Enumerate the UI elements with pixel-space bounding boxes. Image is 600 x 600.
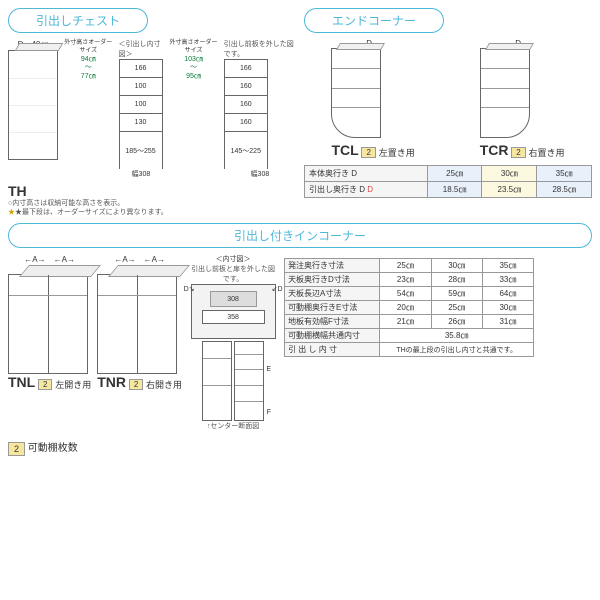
incorner-table: 発注奥行き寸法25㎝30㎝35㎝ 天板奥行きD寸法23㎝28㎝33㎝ 天板長辺A… xyxy=(284,258,534,357)
height-range-1: 外寸高さオーダーサイズ 94㎝〜 77㎝ xyxy=(62,39,115,81)
incorner-table-wrapper: 発注奥行き寸法25㎝30㎝35㎝ 天板奥行きD寸法23㎝28㎝33㎝ 天板長辺A… xyxy=(284,254,534,357)
tnr-diagram: ←A→ ←A→D↕ TNR 2 右開き用 xyxy=(97,254,182,391)
legend: 2 可動棚枚数 xyxy=(8,439,592,455)
tcr-diagram: D↔ TCR 2 右置き用 xyxy=(480,39,565,159)
chest-diagram: D↔40㎝ xyxy=(8,39,58,160)
shelf-badge: 2 xyxy=(8,442,25,456)
model-th: TH xyxy=(8,183,296,199)
section1-title: 引出しチェスト xyxy=(8,8,148,33)
interior-corner-diagram: ＜内寸図＞ 引出し前板と扉を外した図です。 308 358 D↘ ↙D E xyxy=(188,254,278,431)
shelf-badge: 2 xyxy=(511,147,525,158)
note-text: ○内寸高さは収納可能な高さを表示。 ★★最下段は、オーダーサイズにより異なります… xyxy=(8,199,296,217)
shelf-badge: 2 xyxy=(129,379,143,390)
section2-title: エンドコーナー xyxy=(304,8,444,33)
height-range-2: 外寸高さオーダーサイズ 103㎝〜 95㎝ xyxy=(167,39,220,81)
interior-diagram-2: 引出し前板を外した図です。 166 160 160 160 145～225 幅3… xyxy=(224,39,296,179)
corner-depth-table: 本体奥行き D 25㎝ 30㎝ 35㎝ 引出し奥行き D D 18.5㎝ 23.… xyxy=(304,165,592,198)
tcl-diagram: D↔ TCL 2 左置き用 xyxy=(331,39,414,159)
section3-title: 引出し付きインコーナー xyxy=(8,223,592,248)
tnl-diagram: ←A→ ←A→D↕ TNL 2 左開き用 xyxy=(8,254,91,391)
shelf-badge: 2 xyxy=(361,147,375,158)
interior-diagram-1: ＜引出し内寸図＞ 166 100 100 130 185～255 幅308 xyxy=(119,39,164,179)
shelf-badge: 2 xyxy=(38,379,52,390)
